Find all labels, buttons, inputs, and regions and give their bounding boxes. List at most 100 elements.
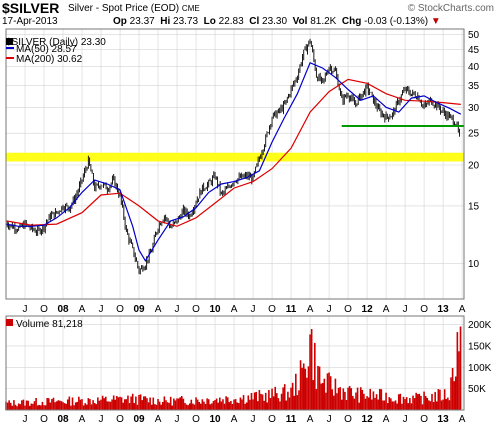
volume-bar [326, 373, 329, 410]
volume-bar [353, 398, 356, 410]
volume-bar [361, 389, 364, 410]
open-label: Op [113, 16, 127, 27]
volume-bar [171, 405, 174, 410]
volume-bar [380, 389, 383, 410]
low-label: Lo [203, 16, 216, 27]
volume-bar [97, 397, 99, 410]
volume-bar [405, 397, 408, 410]
volume-bar [334, 378, 337, 410]
volume-bar [325, 392, 327, 410]
volume-bar [209, 404, 212, 410]
volume-bar [348, 386, 351, 410]
volume-bar [245, 402, 248, 410]
volume-bar [108, 401, 110, 410]
volume-bar [317, 365, 319, 410]
volume-bar [323, 378, 326, 410]
date-tick-label-bottom: A [459, 414, 466, 425]
volume-bar [165, 400, 167, 410]
legend-ma50: MA(50) 28.57 [16, 44, 77, 55]
date-tick-label-bottom: A [307, 414, 314, 425]
volume-grid [6, 316, 464, 410]
price-tick-label: 35 [468, 81, 480, 92]
volume-bar [98, 400, 101, 410]
volume-bar [44, 405, 47, 410]
volume-bar [359, 387, 362, 410]
volume-bar [17, 403, 20, 410]
volume-bar [314, 342, 316, 410]
volume-bar [206, 398, 208, 410]
volume-bar [116, 395, 118, 410]
volume-bar [106, 401, 109, 410]
volume-bar [36, 405, 39, 410]
volume-bar [280, 393, 283, 410]
volume-bar [423, 391, 425, 410]
volume-bar [309, 334, 311, 410]
date-tick-label-bottom: O [268, 414, 276, 425]
volume-bar [89, 399, 91, 410]
volume-bar [247, 395, 250, 410]
volume-bar [299, 360, 302, 410]
volume-bar [390, 398, 392, 410]
date-tick-label-bottom: 08 [57, 414, 69, 425]
volume-bar [413, 398, 416, 410]
volume-bar [207, 399, 210, 410]
volume-bar [298, 390, 300, 410]
volume-bar [150, 404, 153, 410]
date-tick-label: A [459, 304, 466, 315]
volume-bar [103, 398, 105, 410]
volume-bar [383, 400, 386, 410]
price-legend: $SILVER (Daily) 23.30 MA(50) 28.57 MA(20… [6, 37, 106, 65]
volume-bar [55, 401, 58, 410]
volume-bar [146, 398, 148, 410]
volume-bar [355, 392, 357, 410]
volume-bar [399, 393, 402, 410]
volume-bar [336, 393, 338, 410]
volume-bar [366, 396, 368, 410]
volume-bar [161, 401, 164, 410]
volume-bar [231, 403, 234, 410]
volume-tick-label: 150K [468, 341, 492, 352]
volume-bar [9, 402, 12, 410]
date-tick-label: A [79, 304, 86, 315]
volume-bar [169, 396, 172, 410]
volume-bar [276, 393, 278, 410]
low-value: 22.83 [218, 16, 244, 27]
volume-bar [141, 400, 143, 410]
volume-bar [95, 404, 98, 410]
volume-bar [180, 396, 183, 410]
volume-bar [283, 384, 286, 410]
volume-bar [352, 395, 354, 410]
volume-bar [211, 403, 213, 410]
volume-bar [220, 401, 223, 410]
volume-bar [428, 400, 430, 410]
volume-bar [176, 398, 178, 410]
volume-bar [249, 399, 251, 410]
date-axis-bottom: J O 08 A J O 09 A J O 10 A J O 11 A J O 12 A J O 13 A [23, 414, 466, 425]
volume-bar [393, 401, 395, 410]
volume-bar [268, 390, 270, 410]
volume-bar [192, 403, 194, 410]
date-tick-label-bottom: O [116, 414, 124, 425]
volume-bar [367, 397, 370, 410]
instrument-name-text: Silver - Spot Price (EOD) [68, 3, 180, 14]
volume-bar [13, 400, 15, 410]
volume-bar [70, 405, 72, 410]
volume-bar [260, 393, 262, 410]
date-tick-label: 11 [286, 304, 297, 315]
date-tick-label-bottom: J [403, 414, 408, 425]
volume-bar [252, 399, 254, 410]
date-tick-label-bottom: J [327, 414, 332, 425]
volume-bar [329, 376, 332, 410]
volume-bar [307, 366, 310, 410]
date-tick-label: J [23, 304, 28, 315]
volume-bar [173, 398, 175, 410]
volume-bar [244, 403, 246, 410]
volume-bar [453, 381, 455, 410]
volume-bar [65, 403, 67, 410]
volume-bar [222, 399, 224, 410]
volume-bar [312, 380, 315, 410]
volume-bar [127, 395, 129, 410]
volume-bar [193, 404, 196, 410]
volume-tick-label: 100K [468, 363, 492, 374]
volume-bar [377, 399, 379, 410]
